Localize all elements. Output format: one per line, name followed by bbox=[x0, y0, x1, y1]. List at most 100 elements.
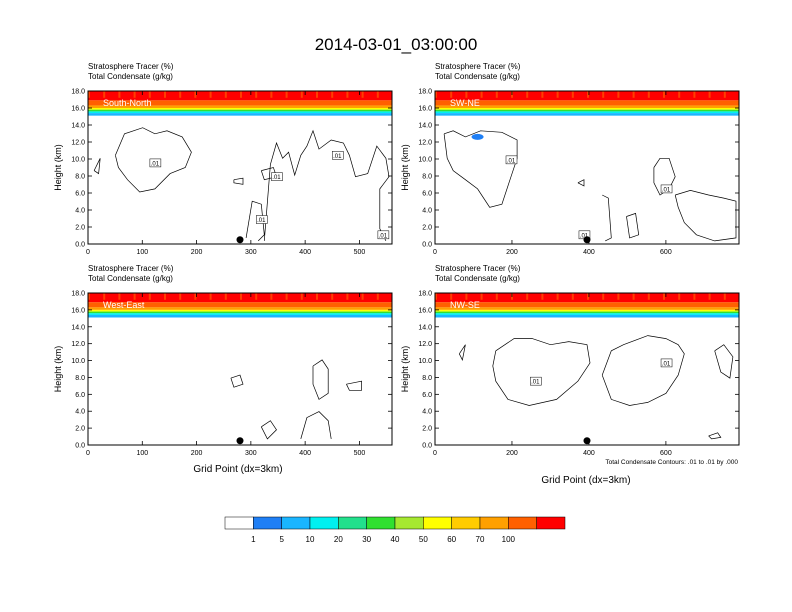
colorbar-label: 40 bbox=[391, 535, 400, 544]
tracer-stripe bbox=[541, 91, 544, 98]
tracer-stripe bbox=[103, 91, 106, 98]
tracer-stripe bbox=[495, 293, 498, 300]
tracer-stripe bbox=[495, 91, 498, 98]
tracer-band-70 bbox=[435, 302, 739, 308]
contour-label: .01 bbox=[151, 161, 160, 167]
y-tick-label: 0.0 bbox=[75, 242, 85, 249]
tracer-band-40 bbox=[88, 108, 392, 110]
chart-title: 2014-03-01_03:00:00 bbox=[315, 35, 478, 54]
tracer-stripe bbox=[571, 91, 574, 98]
panel-label: South-North bbox=[103, 98, 152, 108]
y-tick-label: 6.0 bbox=[75, 392, 85, 399]
tracer-band-5 bbox=[435, 113, 739, 116]
x-tick-label: 500 bbox=[354, 249, 366, 256]
tracer-stripe bbox=[723, 293, 726, 300]
x-tick-label: 200 bbox=[191, 249, 203, 256]
colorbar-swatch bbox=[451, 516, 481, 530]
tracer-stripe bbox=[118, 91, 121, 98]
x-tick-label: 0 bbox=[433, 249, 437, 256]
contour-line bbox=[674, 190, 737, 242]
contour-line bbox=[233, 177, 244, 185]
colorbar-label: 70 bbox=[476, 535, 485, 544]
y-tick-label: 16.0 bbox=[71, 106, 85, 113]
tracer-band-40 bbox=[435, 309, 739, 312]
tracer-band-5 bbox=[88, 113, 392, 116]
y-tick-label: 14.0 bbox=[71, 324, 85, 331]
colorbar-swatch bbox=[224, 516, 254, 530]
x-tick-label: 600 bbox=[660, 249, 672, 256]
tracer-stripe bbox=[571, 293, 574, 300]
y-tick-label: 0.0 bbox=[422, 242, 432, 249]
tracer-stripe bbox=[526, 293, 529, 300]
tracer-band-20 bbox=[435, 109, 739, 112]
tracer-stripe bbox=[556, 91, 559, 98]
tracer-band-60 bbox=[88, 307, 392, 310]
contour-line bbox=[602, 194, 612, 242]
y-tick-label: 14.0 bbox=[71, 123, 85, 130]
tracer-band-60 bbox=[435, 307, 739, 310]
contour-label: .01 bbox=[333, 154, 342, 160]
tracer-stripe bbox=[723, 91, 726, 98]
tracer-stripe bbox=[361, 293, 364, 300]
contour-line bbox=[346, 380, 362, 391]
colorbar-swatch bbox=[423, 516, 452, 530]
panels-group: Stratosphere Tracer (%)Total Condensate … bbox=[53, 62, 740, 457]
tracer-stripe bbox=[194, 91, 197, 98]
tracer-stripe bbox=[179, 293, 182, 300]
tracer-stripe bbox=[663, 91, 665, 98]
y-tick-label: 6.0 bbox=[422, 191, 432, 198]
tracer-stripe bbox=[255, 293, 258, 300]
contour-label-box bbox=[660, 184, 673, 194]
tracer-stripe bbox=[435, 91, 437, 98]
x-tick-label: 300 bbox=[245, 249, 257, 256]
tracer-stripe bbox=[331, 91, 334, 98]
tracer-band-20 bbox=[88, 311, 392, 314]
field-label-condensate: Total Condensate (g/kg) bbox=[88, 274, 173, 283]
tracer-blob bbox=[471, 133, 484, 140]
location-marker bbox=[236, 437, 244, 445]
y-tick-label: 16.0 bbox=[418, 106, 432, 113]
y-tick-label: 12.0 bbox=[71, 341, 85, 348]
panel-label: West-East bbox=[103, 300, 145, 310]
tracer-stripe bbox=[526, 91, 529, 98]
condensate-contours bbox=[458, 335, 734, 440]
tracer-band-10 bbox=[88, 313, 392, 315]
tracer-band-5 bbox=[88, 314, 392, 318]
y-tick-label: 2.0 bbox=[75, 225, 85, 232]
panel-label: SW-NE bbox=[450, 98, 480, 108]
contour-line bbox=[601, 335, 685, 406]
colorbar: 1 5 10 20 30 40 50 60 70 100 bbox=[224, 516, 566, 544]
tracer-stripe bbox=[316, 293, 318, 300]
colorbar-label: 30 bbox=[362, 535, 371, 544]
tracer-stripe bbox=[376, 293, 379, 300]
y-tick-label: 6.0 bbox=[422, 392, 432, 399]
tracer-stripe bbox=[164, 91, 166, 98]
contour-label: .01 bbox=[662, 361, 671, 367]
contour-line bbox=[263, 129, 390, 242]
y-tick-label: 18.0 bbox=[418, 291, 432, 298]
y-tick-label: 16.0 bbox=[71, 307, 85, 314]
colorbar-label: 10 bbox=[306, 535, 315, 544]
contour-label-box bbox=[149, 158, 162, 168]
y-tick-label: 14.0 bbox=[418, 123, 432, 130]
colorbar-label: 60 bbox=[447, 535, 456, 544]
contour-line bbox=[93, 158, 101, 175]
panel-label: NW-SE bbox=[450, 300, 480, 310]
field-label-tracer: Stratosphere Tracer (%) bbox=[435, 62, 521, 71]
tracer-stripe bbox=[617, 293, 620, 300]
y-axis-label: Height (km) bbox=[400, 346, 410, 393]
x-tick-label: 200 bbox=[191, 450, 203, 457]
contour-line bbox=[458, 344, 466, 361]
colorbar-swatch bbox=[508, 516, 537, 530]
tracer-stripe bbox=[435, 293, 437, 300]
field-label-condensate: Total Condensate (g/kg) bbox=[435, 72, 520, 81]
tracer-stripe bbox=[224, 293, 227, 300]
tracer-band-10 bbox=[435, 313, 739, 315]
y-tick-label: 8.0 bbox=[422, 174, 432, 181]
y-axis-label: Height (km) bbox=[400, 144, 410, 191]
location-marker bbox=[583, 437, 591, 445]
x-tick-label: 400 bbox=[583, 249, 595, 256]
y-tick-label: 14.0 bbox=[418, 324, 432, 331]
contour-line bbox=[260, 420, 277, 440]
